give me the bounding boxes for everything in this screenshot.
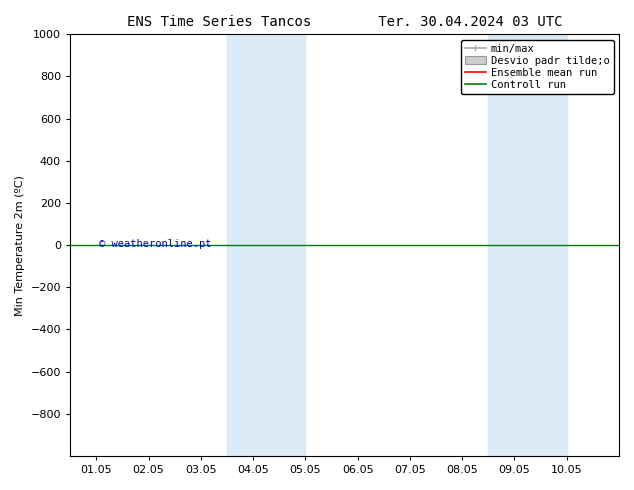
Y-axis label: Min Temperature 2m (ºC): Min Temperature 2m (ºC) <box>15 175 25 316</box>
Text: © weatheronline.pt: © weatheronline.pt <box>99 239 211 249</box>
Title: ENS Time Series Tancos        Ter. 30.04.2024 03 UTC: ENS Time Series Tancos Ter. 30.04.2024 0… <box>127 15 562 29</box>
Legend: min/max, Desvio padr tilde;o, Ensemble mean run, Controll run: min/max, Desvio padr tilde;o, Ensemble m… <box>461 40 614 94</box>
Bar <box>227 34 306 456</box>
Bar <box>488 34 567 456</box>
